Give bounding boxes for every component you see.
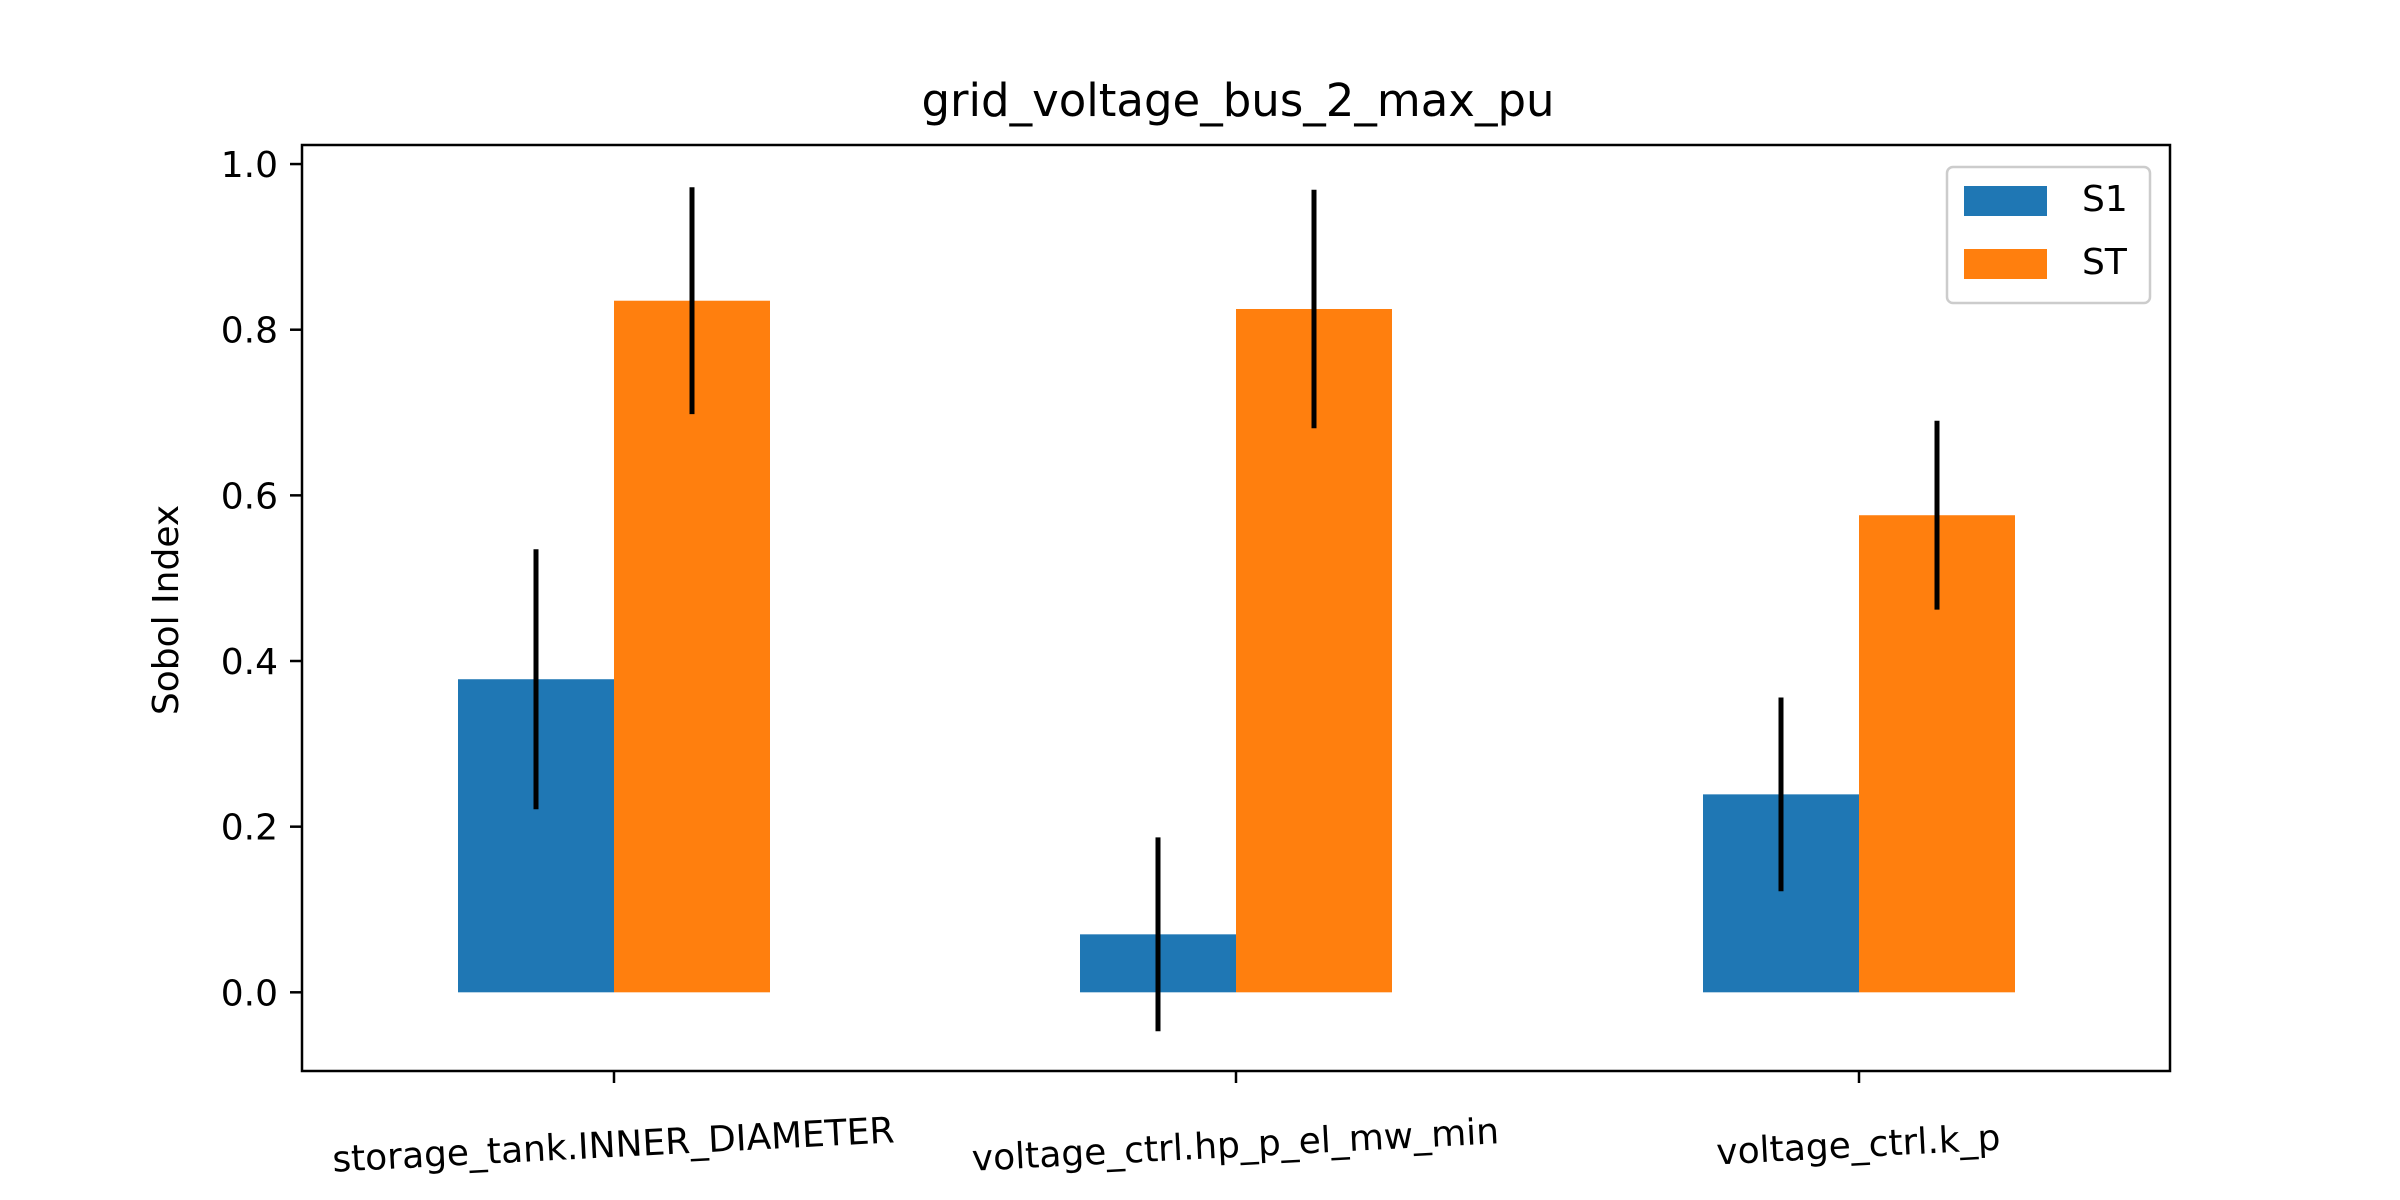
legend-swatch-s1 [1964,186,2047,216]
y-tick-label-6: 1.0 [221,145,278,186]
y-tick-label-3: 0.4 [221,642,278,683]
chart-title: grid_voltage_bus_2_max_pu [921,74,1554,127]
legend-swatch-st [1964,249,2047,279]
bar-st-1 [614,300,770,993]
y-tick-label-5: 0.8 [221,311,278,352]
y-tick-label-4: 0.6 [221,476,278,517]
plot-area [458,187,2015,1032]
legend-label-st: ST [2082,242,2128,283]
legend: S1 ST [1945,165,2152,305]
y-tick-label-1: 0.0 [221,973,278,1014]
legend-label-s1: S1 [2082,179,2128,220]
y-tick-label-2: 0.2 [221,808,278,849]
y-axis-label: Sobol Index [146,505,187,715]
